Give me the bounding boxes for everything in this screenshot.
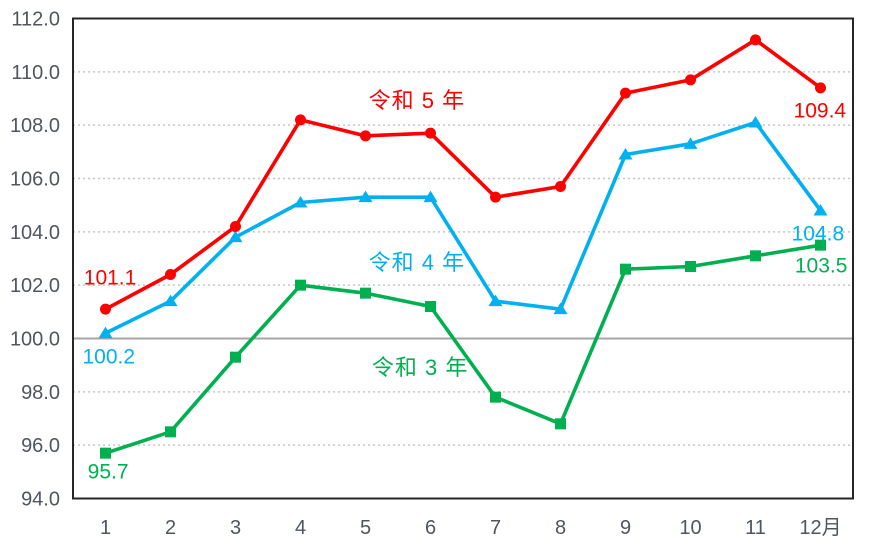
series-reiwa4-marker-triangle [163, 294, 178, 307]
series-reiwa3-marker-square [165, 426, 176, 438]
series-reiwa4-marker-triangle [423, 190, 438, 203]
y-axis-tick-label: 104.0 [10, 222, 60, 244]
x-axis-tick-label: 8 [555, 517, 566, 539]
y-axis-tick-label: 112.0 [11, 9, 60, 31]
series-reiwa5-marker-circle [490, 191, 501, 203]
series-reiwa3-marker-square [425, 301, 436, 312]
series-reiwa5-name-label: 令和 5 年 [369, 88, 465, 113]
series-reiwa5-point-label: 109.4 [794, 99, 847, 122]
x-axis-tick-label: 2 [165, 517, 176, 539]
y-axis-tick-label: 96.0 [21, 435, 60, 457]
y-axis-tick-label: 98.0 [21, 382, 60, 404]
series-reiwa5-marker-circle [750, 34, 761, 46]
series-reiwa5-marker-circle [425, 127, 436, 139]
series-reiwa5-marker-circle [295, 114, 306, 126]
series-reiwa4-line [103, 120, 823, 335]
series-reiwa3-marker-square [620, 263, 631, 275]
series-reiwa4-marker-triangle [358, 190, 373, 203]
series-reiwa5-marker-circle [165, 269, 176, 280]
x-axis-tick-label: 10 [679, 517, 701, 539]
y-axis-tick-label: 94.0 [21, 489, 60, 511]
series-reiwa4-marker-triangle [98, 326, 113, 339]
plot-border [72, 17, 854, 500]
series-reiwa3-marker-square [685, 261, 696, 272]
y-axis-tick-label: 108.0 [10, 115, 60, 137]
series-reiwa3-marker-square [100, 447, 111, 459]
x-axis-tick-label: 6 [425, 517, 436, 539]
series-reiwa3-marker-square [490, 391, 501, 403]
y-axis-tick-label: 110.0 [11, 62, 60, 84]
series-reiwa3-line [103, 243, 823, 455]
series-reiwa5-marker-circle [685, 74, 696, 86]
series-reiwa5-line [103, 38, 823, 311]
series-reiwa5-marker-circle [360, 130, 371, 142]
series-reiwa3-marker-square [555, 418, 566, 430]
x-axis-tick-label: 9 [620, 517, 631, 539]
x-axis-tick-label: 5 [360, 517, 371, 539]
series-reiwa5-marker-circle [100, 303, 111, 315]
series-reiwa4-marker-triangle [813, 204, 828, 216]
x-axis-tick-label: 12月 [799, 517, 841, 539]
x-axis-tick-label: 11 [745, 517, 766, 539]
series-reiwa3-point-label: 95.7 [88, 461, 129, 484]
series-reiwa5-marker-circle [555, 181, 566, 192]
x-axis-tick-label: 3 [230, 517, 241, 539]
series-reiwa4-marker-triangle [748, 116, 763, 128]
series-reiwa4-marker-triangle [683, 137, 698, 149]
series-reiwa3-name-label: 令和 3 年 [372, 355, 468, 380]
series-reiwa4-name-label: 令和 4 年 [369, 250, 465, 275]
y-axis-tick-label: 102.0 [10, 275, 60, 297]
series-reiwa4-point-label: 104.8 [792, 222, 845, 245]
series-reiwa3-marker-square [750, 250, 761, 262]
series-reiwa4-point-label: 100.2 [82, 346, 135, 369]
y-axis-tick-label: 100.0 [10, 329, 60, 351]
series-reiwa3-marker-square [360, 287, 371, 299]
series-reiwa5-marker-circle [815, 82, 826, 94]
series-reiwa3-marker-square [815, 239, 826, 251]
x-axis-tick-label: 1 [100, 517, 111, 539]
x-axis-tick-label: 4 [295, 517, 306, 539]
y-axis-tick-label: 106.0 [10, 169, 60, 191]
series-reiwa3-marker-square [295, 279, 306, 291]
series-reiwa5-marker-circle [620, 87, 631, 99]
series-reiwa3-point-label: 103.5 [795, 254, 848, 277]
series-reiwa3-marker-square [230, 351, 241, 363]
series-reiwa4-marker-triangle [488, 294, 503, 307]
series-reiwa5-point-label: 101.1 [84, 266, 137, 289]
x-axis-tick-label: 7 [490, 517, 501, 539]
series-reiwa4-marker-triangle [618, 148, 633, 160]
series-reiwa4-marker-triangle [228, 230, 243, 243]
series-reiwa4-marker-triangle [553, 302, 568, 315]
series-reiwa5-marker-circle [230, 221, 241, 232]
series-reiwa4-marker-triangle [293, 196, 308, 208]
